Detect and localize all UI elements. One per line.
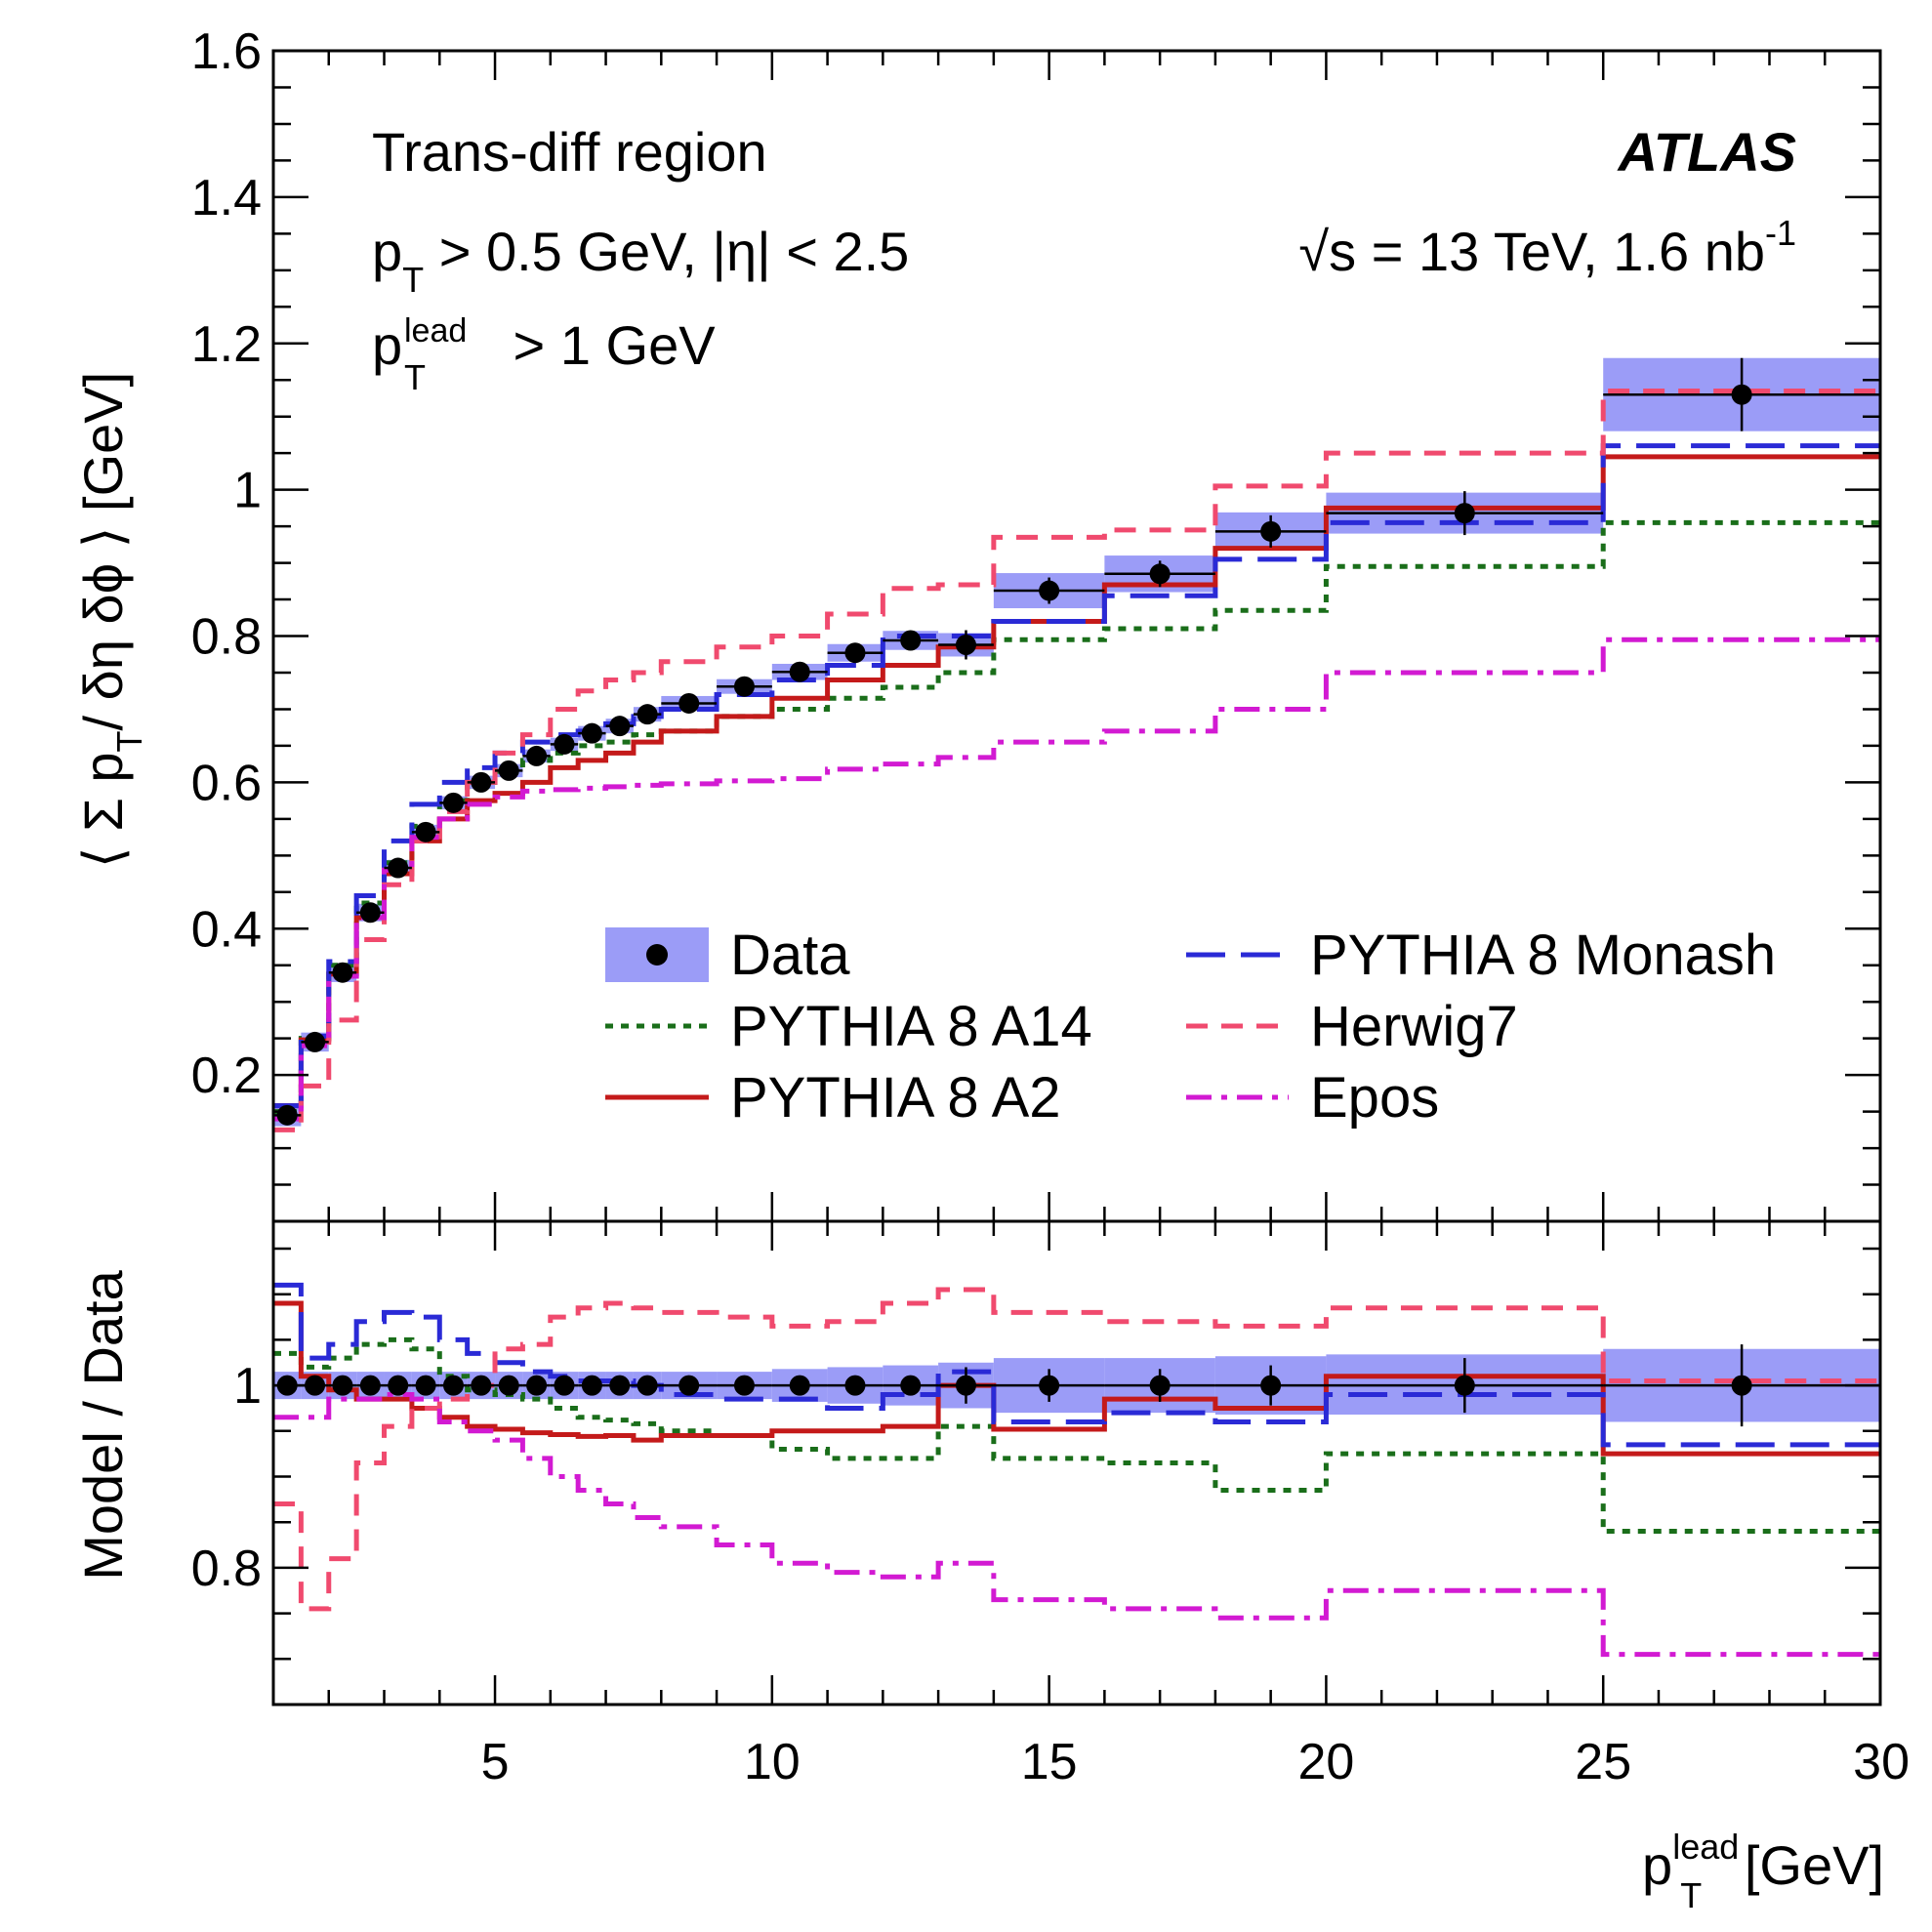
top-data-point-19	[955, 634, 976, 655]
top-data-point-5	[415, 821, 436, 843]
top-y-axis-title: ⟨ Σ pT/ δη δϕ ⟩ [GeV]	[72, 372, 149, 868]
axis-tick-labels: 0.20.40.60.811.21.41.60.815 10 15 20 25 30	[191, 23, 1910, 1790]
bottom-data-point-1	[305, 1375, 326, 1396]
legend-label-pythia8-a14: PYTHIA 8 A14	[730, 995, 1092, 1058]
top-data-point-16	[789, 661, 810, 682]
legend-label-epos: Epos	[1310, 1066, 1439, 1130]
top-y-tick-label-3: 0.8	[191, 609, 262, 666]
top-y-tick-label-5: 1.2	[191, 316, 262, 373]
cut-lead-label: plead T > 1 GeV	[372, 312, 716, 397]
top-data-point-6	[442, 792, 464, 813]
bottom-data-point-20	[1039, 1375, 1060, 1396]
top-data-point-21	[1149, 563, 1171, 585]
bottom-data-point-11	[581, 1375, 602, 1396]
bottom-data-point-23	[1454, 1375, 1475, 1396]
bottom-data-point-19	[955, 1375, 976, 1396]
bottom-data-point-22	[1260, 1375, 1282, 1396]
legend-label-pythia8-monash: PYTHIA 8 Monash	[1310, 924, 1776, 987]
x-tick-label-4: 25	[1575, 1734, 1631, 1790]
bottom-data-point-10	[554, 1375, 575, 1396]
x-axis-title: plead T [GeV]	[1642, 1827, 1884, 1915]
bottom-series-pythia-8-a14	[273, 1336, 1880, 1535]
bottom-data-point-12	[609, 1375, 631, 1396]
bottom-series-pythia-8-a2	[273, 1300, 1880, 1457]
bottom-series-herwig7	[273, 1287, 1880, 1612]
top-data-point-3	[359, 902, 381, 924]
top-y-tick-label-6: 1.4	[191, 170, 262, 226]
bottom-panel-data-points	[273, 1344, 1880, 1427]
bottom-data-point-2	[332, 1375, 353, 1396]
top-panel-data-points	[273, 357, 1880, 1126]
top-data-point-17	[844, 642, 866, 664]
bottom-series-epos	[273, 1391, 1880, 1658]
bottom-data-point-3	[359, 1375, 381, 1396]
top-data-point-24	[1731, 384, 1752, 405]
atlas-label: ATLAS	[1617, 121, 1797, 183]
top-data-point-13	[637, 704, 658, 725]
region-label: Trans-diff region	[372, 121, 767, 183]
bottom-y-tick-label-1: 1	[233, 1358, 262, 1415]
top-y-tick-label-2: 0.6	[191, 755, 262, 811]
top-data-point-18	[900, 630, 922, 651]
axis-ticks	[271, 49, 1882, 1706]
bottom-data-point-17	[844, 1375, 866, 1396]
legend-label-herwig7: Herwig7	[1310, 995, 1518, 1058]
top-y-tick-label-0: 0.2	[191, 1048, 262, 1104]
top-data-point-1	[305, 1031, 326, 1052]
bottom-data-point-4	[388, 1375, 409, 1396]
legend-swatch-data-point	[646, 944, 668, 966]
x-tick-label-3: 20	[1297, 1734, 1354, 1790]
panel-frames	[271, 49, 1882, 1706]
top-data-point-0	[276, 1104, 298, 1126]
top-data-point-20	[1039, 580, 1060, 601]
x-tick-label-2: 15	[1021, 1734, 1078, 1790]
bottom-data-point-21	[1149, 1375, 1171, 1396]
top-data-point-23	[1454, 503, 1475, 524]
bottom-data-point-6	[442, 1375, 464, 1396]
bottom-data-point-8	[498, 1375, 519, 1396]
top-data-point-10	[554, 733, 575, 755]
bottom-panel-frame	[271, 1219, 1882, 1706]
top-data-point-11	[581, 722, 602, 744]
top-data-point-22	[1260, 520, 1282, 542]
legend: Data PYTHIA 8 A14 PYTHIA 8 A2 PYTHIA 8 M…	[605, 924, 1776, 1130]
x-tick-label-1: 10	[744, 1734, 801, 1790]
top-series-herwig7	[273, 388, 1880, 1132]
bottom-series-pythia-8-monash	[273, 1282, 1880, 1448]
bottom-data-point-14	[678, 1375, 700, 1396]
bottom-y-axis-title: Model / Data	[72, 1269, 134, 1580]
top-series-pythia-8-a14	[273, 519, 1880, 1115]
bottom-data-point-18	[900, 1375, 922, 1396]
bottom-data-point-24	[1731, 1375, 1752, 1396]
top-y-tick-label-1: 0.4	[191, 901, 262, 958]
legend-label-pythia8-a2: PYTHIA 8 A2	[730, 1066, 1061, 1130]
bottom-y-tick-label-0: 0.8	[191, 1541, 262, 1597]
top-data-point-15	[733, 676, 755, 697]
energy-label: √s = 13 TeV, 1.6 nb-1	[1298, 213, 1796, 282]
x-tick-label-0: 5	[481, 1734, 510, 1790]
x-tick-label-5: 30	[1853, 1734, 1910, 1790]
legend-label-data: Data	[730, 924, 850, 987]
bottom-data-point-9	[526, 1375, 548, 1396]
top-y-tick-label-4: 1	[233, 463, 262, 519]
top-data-point-9	[526, 745, 548, 766]
bottom-panel-model-ratio-curves	[273, 1282, 1880, 1658]
bottom-data-point-16	[789, 1375, 810, 1396]
cut-pt-label: pT > 0.5 GeV, |η| < 2.5	[372, 221, 909, 300]
top-y-tick-label-7: 1.6	[191, 23, 262, 80]
top-series-pythia-8-monash	[273, 443, 1880, 1109]
top-data-point-14	[678, 692, 700, 714]
top-data-point-8	[498, 760, 519, 781]
top-data-point-7	[471, 771, 492, 793]
top-series-pythia-8-a2	[273, 454, 1880, 1109]
top-data-point-2	[332, 962, 353, 983]
bottom-data-point-13	[637, 1375, 658, 1396]
top-data-point-12	[609, 716, 631, 737]
top-data-point-4	[388, 857, 409, 879]
bottom-data-point-15	[733, 1375, 755, 1396]
bottom-data-point-5	[415, 1375, 436, 1396]
bottom-data-point-7	[471, 1375, 492, 1396]
